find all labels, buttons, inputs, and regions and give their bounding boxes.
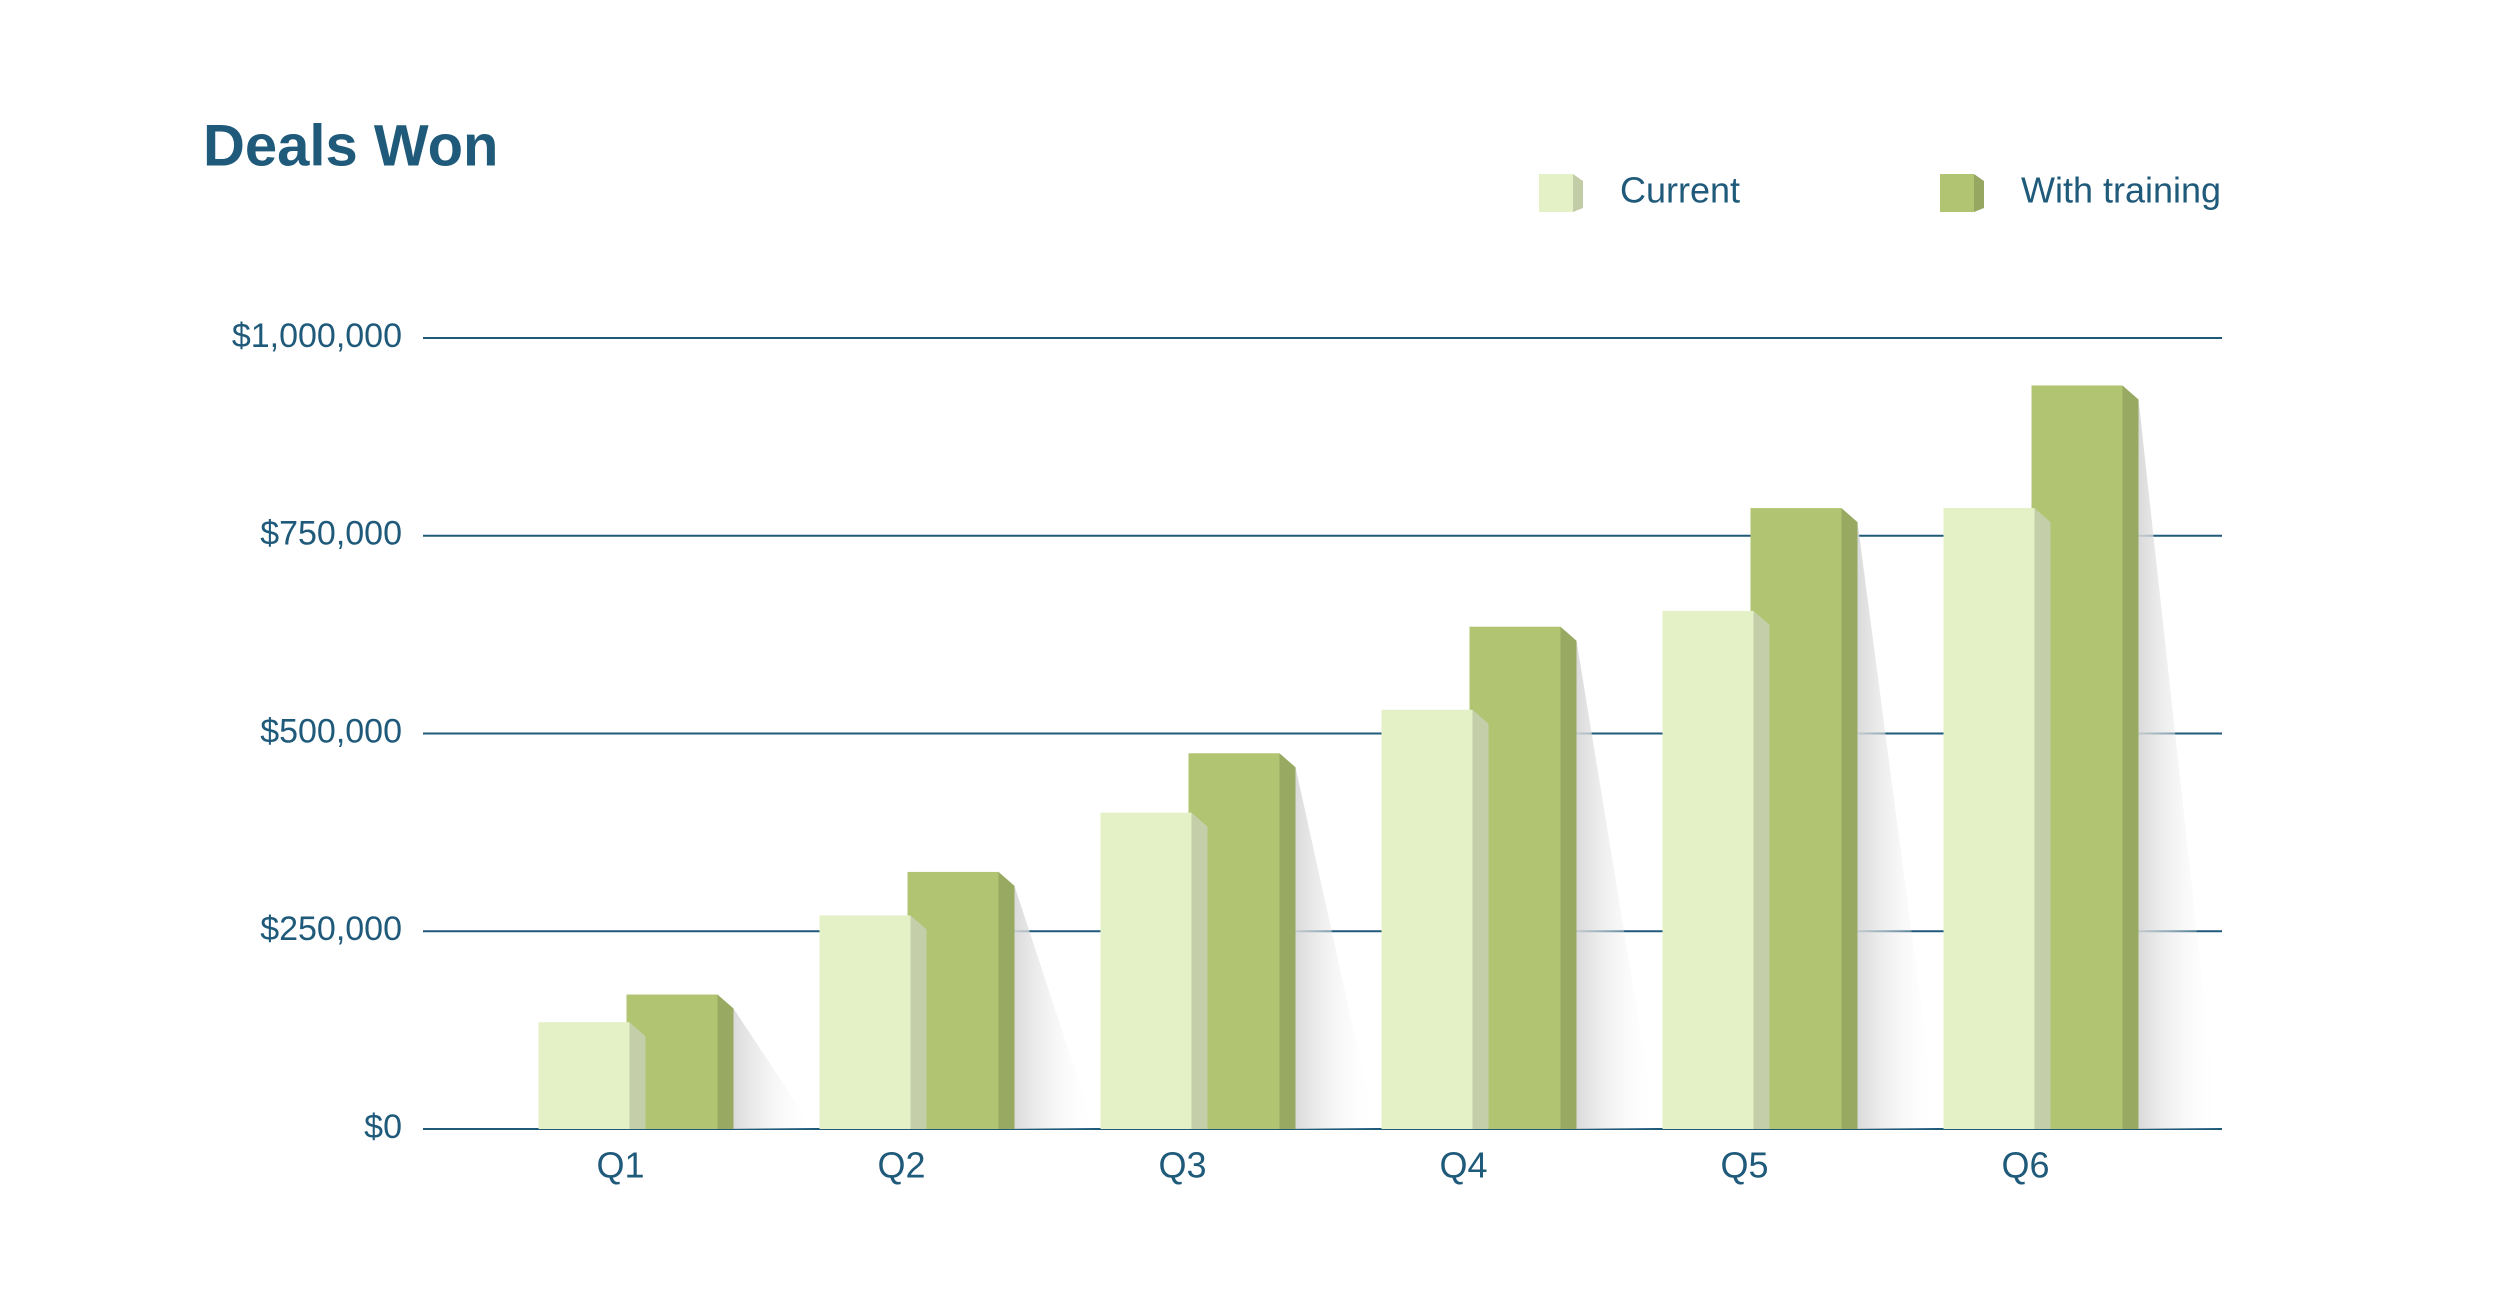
x-tick-label: Q4	[1439, 1145, 1487, 1186]
legend-label: With training	[2021, 170, 2221, 211]
bar-shadow	[1576, 640, 1657, 1129]
legend-swatch-side	[1573, 174, 1583, 212]
bar-side	[1753, 610, 1770, 1129]
bar-side	[2034, 508, 2051, 1129]
bar-side	[998, 871, 1015, 1129]
bar-side	[629, 1022, 646, 1129]
bar-side	[1191, 812, 1208, 1129]
x-tick-label: Q1	[596, 1145, 644, 1186]
bar-shadow	[1295, 767, 1376, 1129]
bar	[1662, 610, 1754, 1129]
x-tick-label: Q2	[877, 1145, 925, 1186]
legend-label: Current	[1620, 170, 1740, 211]
legend-swatch	[1539, 174, 1573, 212]
bar-shadow	[733, 1008, 814, 1129]
bar-side	[1841, 508, 1858, 1129]
bar-side	[1560, 626, 1577, 1129]
y-tick-label: $250,000	[260, 910, 402, 948]
bar	[538, 1022, 630, 1129]
bar-side	[1279, 753, 1296, 1129]
bar-side	[910, 915, 927, 1129]
bar-side	[717, 994, 734, 1129]
y-tick-label: $750,000	[260, 515, 402, 553]
bar	[819, 915, 911, 1129]
y-tick-label: $0	[364, 1108, 402, 1146]
bar	[1943, 508, 2035, 1129]
chart-title: Deals Won	[203, 113, 498, 178]
y-tick-label: $1,000,000	[232, 317, 402, 355]
x-tick-label: Q6	[2001, 1145, 2049, 1186]
y-tick-label: $500,000	[260, 712, 402, 750]
bar-side	[1472, 709, 1489, 1129]
legend-swatch	[1940, 174, 1974, 212]
bar	[1381, 709, 1473, 1129]
x-tick-label: Q5	[1720, 1145, 1768, 1186]
bar-shadow	[2138, 399, 2219, 1130]
legend-swatch-side	[1974, 174, 1984, 212]
bar-shadow	[1857, 522, 1938, 1129]
x-tick-label: Q3	[1158, 1145, 1206, 1186]
bar-shadow	[1014, 885, 1095, 1129]
bar	[1100, 812, 1192, 1129]
bar-side	[2122, 385, 2139, 1130]
